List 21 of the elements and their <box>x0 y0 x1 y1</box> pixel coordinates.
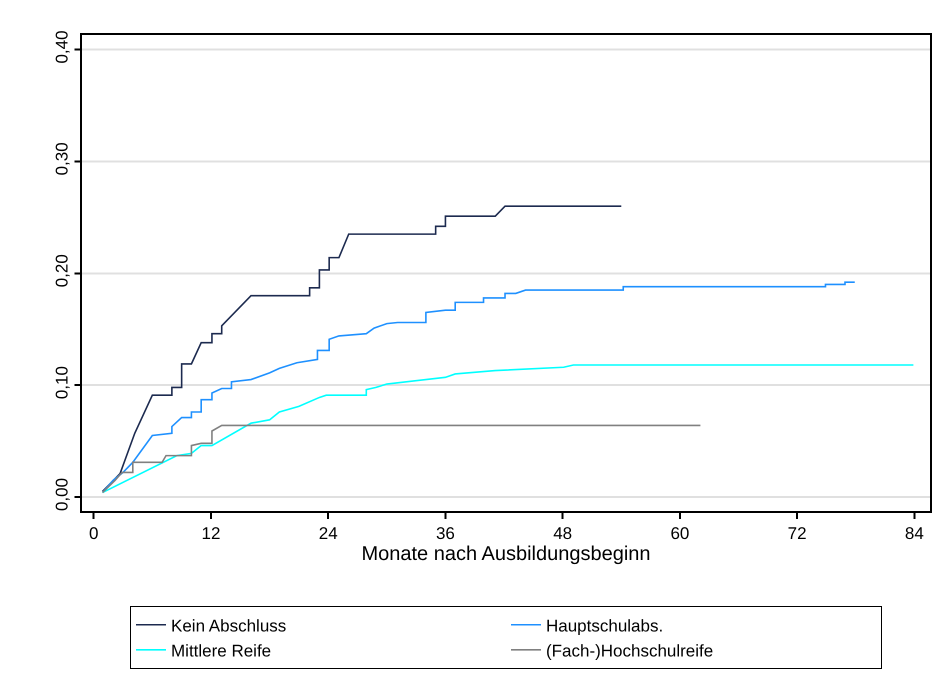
x-tick-label: 0 <box>88 524 98 544</box>
x-tick-label: 12 <box>202 524 220 544</box>
y-tick-label: 0,00 <box>52 478 72 512</box>
x-tick-label: 72 <box>788 524 807 544</box>
legend-label: Mittlere Reife <box>171 641 272 660</box>
x-tick-label: 48 <box>553 524 572 544</box>
x-tick-label: 84 <box>904 524 924 544</box>
y-tick-label: 0,20 <box>52 254 72 288</box>
line-series <box>102 205 622 492</box>
line-series <box>102 364 914 494</box>
legend-label: Kein Abschluss <box>171 616 286 636</box>
y-tick-label: 0,40 <box>52 30 72 64</box>
legend-label: Hauptschulabs. <box>546 616 664 636</box>
x-tick-label: 24 <box>318 524 338 544</box>
x-tick-label: 60 <box>670 524 690 544</box>
legend-label: (Fach-)Hochschulreife <box>546 641 714 660</box>
y-tick-label: 0,10 <box>52 366 72 400</box>
line-series <box>102 424 702 494</box>
x-tick-label: 36 <box>436 524 455 544</box>
x-axis-title: Monate nach Ausbildungsbeginn <box>361 543 651 566</box>
y-tick-label: 0,30 <box>52 142 72 176</box>
